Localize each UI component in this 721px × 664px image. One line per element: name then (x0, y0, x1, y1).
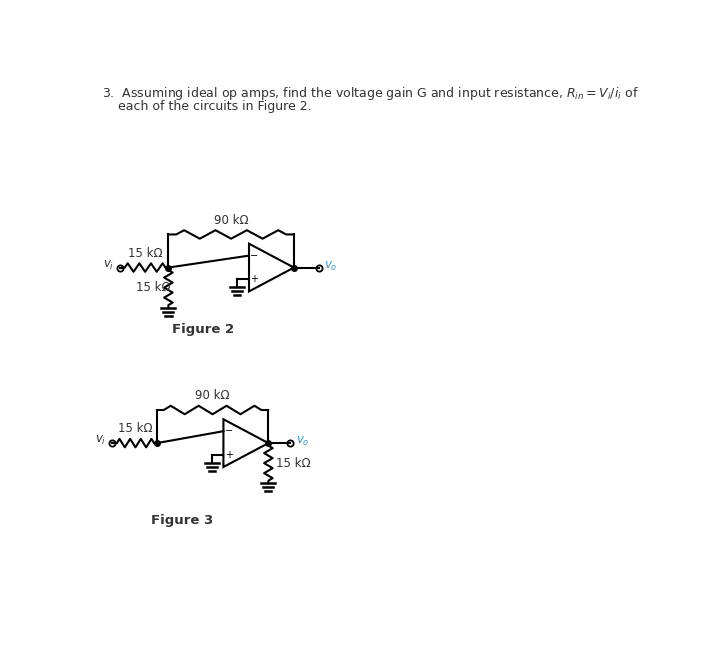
Text: 90 kΩ: 90 kΩ (195, 389, 230, 402)
Text: 15 kΩ: 15 kΩ (136, 281, 170, 294)
Text: −: − (225, 426, 233, 436)
Text: +: + (225, 450, 233, 460)
Text: Figure 2: Figure 2 (172, 323, 234, 336)
Text: $v_i$: $v_i$ (95, 434, 107, 448)
Text: Figure 3: Figure 3 (151, 514, 213, 527)
Text: −: − (250, 250, 259, 261)
Text: 90 kΩ: 90 kΩ (214, 214, 249, 226)
Text: $v_o$: $v_o$ (296, 435, 309, 448)
Text: each of the circuits in Figure 2.: each of the circuits in Figure 2. (102, 100, 311, 114)
Text: 15 kΩ: 15 kΩ (128, 247, 162, 260)
Text: 3.  Assuming ideal op amps, find the voltage gain G and input resistance, $R_{in: 3. Assuming ideal op amps, find the volt… (102, 85, 639, 102)
Text: $v_i$: $v_i$ (103, 259, 114, 272)
Text: 15 kΩ: 15 kΩ (118, 422, 153, 436)
Text: $v_o$: $v_o$ (324, 260, 338, 272)
Text: 15 kΩ: 15 kΩ (276, 457, 311, 469)
Text: +: + (250, 274, 258, 284)
